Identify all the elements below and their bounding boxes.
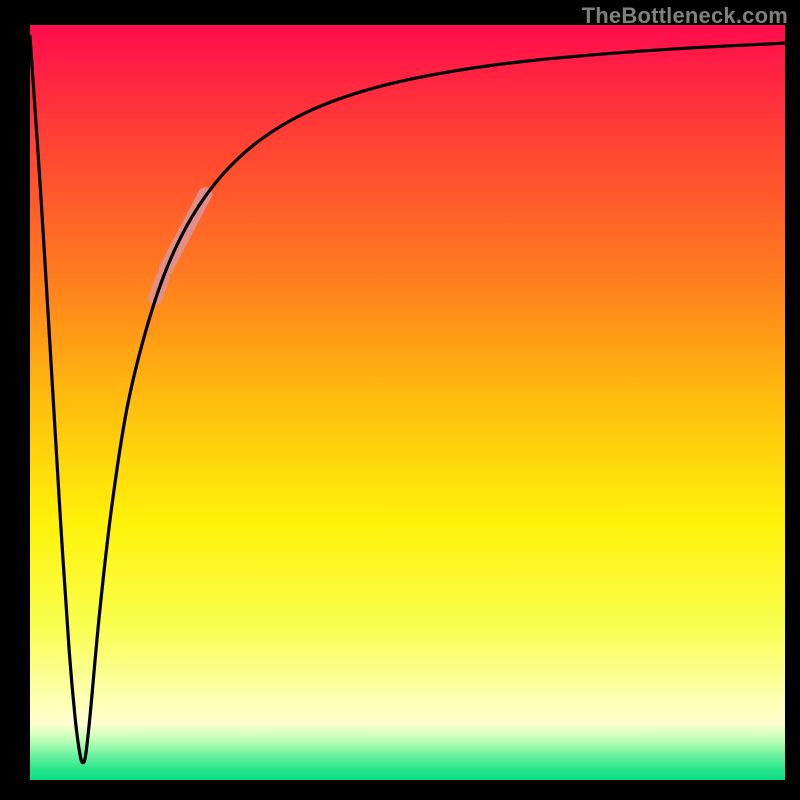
chart-container: { "watermark_text": "TheBottleneck.com",… bbox=[0, 0, 800, 800]
bottleneck-curve-chart bbox=[0, 0, 800, 800]
plot-background-gradient bbox=[30, 25, 785, 780]
watermark-text: TheBottleneck.com bbox=[582, 3, 788, 29]
